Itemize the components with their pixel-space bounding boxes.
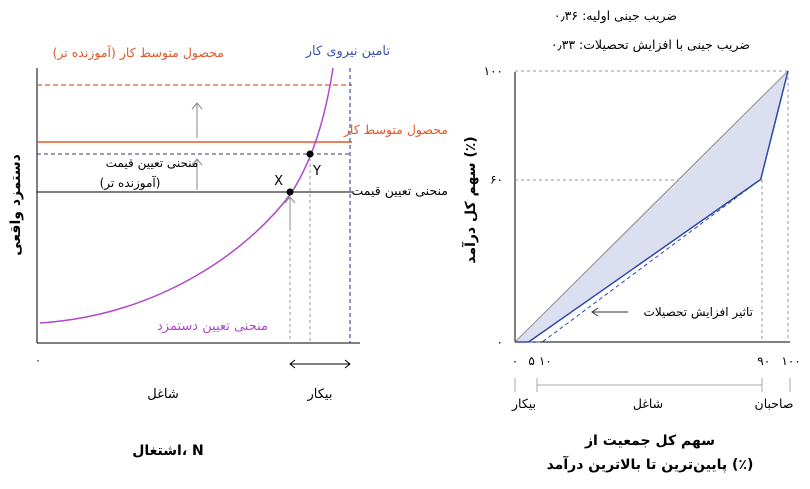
point-x	[286, 188, 294, 196]
right-y-tick: ۶۰	[490, 172, 503, 186]
right-y-axis-label: سهم کل درآمد (٪)	[461, 136, 479, 263]
effect-label-bg	[628, 302, 756, 320]
price-setting-trained-label-2: (آموزنده تر)	[100, 175, 161, 191]
avg-product-trained-label: محصول متوسط کار (آموزنده تر)	[53, 45, 224, 61]
lorenz-education-line	[515, 70, 789, 343]
group-unemployed: بیکار	[511, 396, 536, 412]
effect-pointer-head	[591, 307, 599, 317]
price-setting-trained-label-1: منحنی تعیین قیمت	[106, 156, 199, 171]
labor-supply-label: تامین نیروی کار	[305, 44, 391, 59]
right-x-axis-label-2: پایین‌ترین تا بالاترین درآمد (٪)	[547, 455, 754, 473]
employed-label: شاغل	[147, 387, 179, 402]
shift-arrows	[191, 102, 296, 228]
left-y-axis-label: دستمزد واقعی	[8, 154, 24, 256]
right-y-tick: ۱۰۰	[484, 64, 503, 78]
point-y	[306, 150, 314, 158]
right-x-tick: ۹۰	[757, 354, 770, 368]
unemployed-bracket	[289, 359, 351, 369]
point-y-label: Y	[312, 164, 321, 179]
lorenz-initial-line	[515, 70, 789, 343]
group-employed: شاغل	[633, 396, 663, 411]
unemployed-label: بیکار	[307, 387, 333, 402]
equality-line	[514, 70, 789, 343]
right-x-tick: ۵	[528, 354, 534, 368]
right-x-tick: ۱۰	[539, 354, 552, 368]
right-y-tick: ۰	[497, 335, 503, 349]
right-x-axis-label-1: سهم کل جمعیت از	[584, 433, 715, 449]
group-brackets	[514, 378, 791, 392]
effect-label: تاثیر افزایش تحصیلات	[644, 305, 753, 320]
labor-market-chart: X Y تامین نیروی کار محصول متوسط کار (آمو…	[8, 44, 448, 459]
group-owners: صاحبان	[755, 396, 794, 411]
gini-initial-label: ضریب جینی اولیه: ۰٫۳۶	[554, 8, 677, 24]
wage-setting-label: منحنی تعیین دستمزد	[157, 319, 268, 334]
lorenz-chart: ضریب جینی اولیه: ۰٫۳۶ ضریب جینی با افزای…	[461, 8, 801, 473]
left-x-axis-label: اشتغال، N	[132, 443, 204, 459]
left-origin-tick: ۰	[35, 354, 41, 367]
price-setting-label: منحنی تعیین قیمت	[352, 183, 449, 199]
wage-setting-curve	[39, 67, 334, 324]
right-x-tick: ۰	[512, 354, 518, 368]
point-x-label: X	[274, 174, 283, 189]
right-x-ticks: ۰ ۵ ۱۰ ۹۰ ۱۰۰	[512, 354, 801, 368]
right-y-ticks: ۰ ۶۰ ۱۰۰	[484, 64, 503, 349]
avg-product-label: محصول متوسط کار	[343, 122, 448, 138]
right-x-tick: ۱۰۰	[781, 354, 800, 368]
gini-after-label: ضریب جینی با افزایش تحصیلات: ۰٫۳۳	[551, 37, 750, 53]
